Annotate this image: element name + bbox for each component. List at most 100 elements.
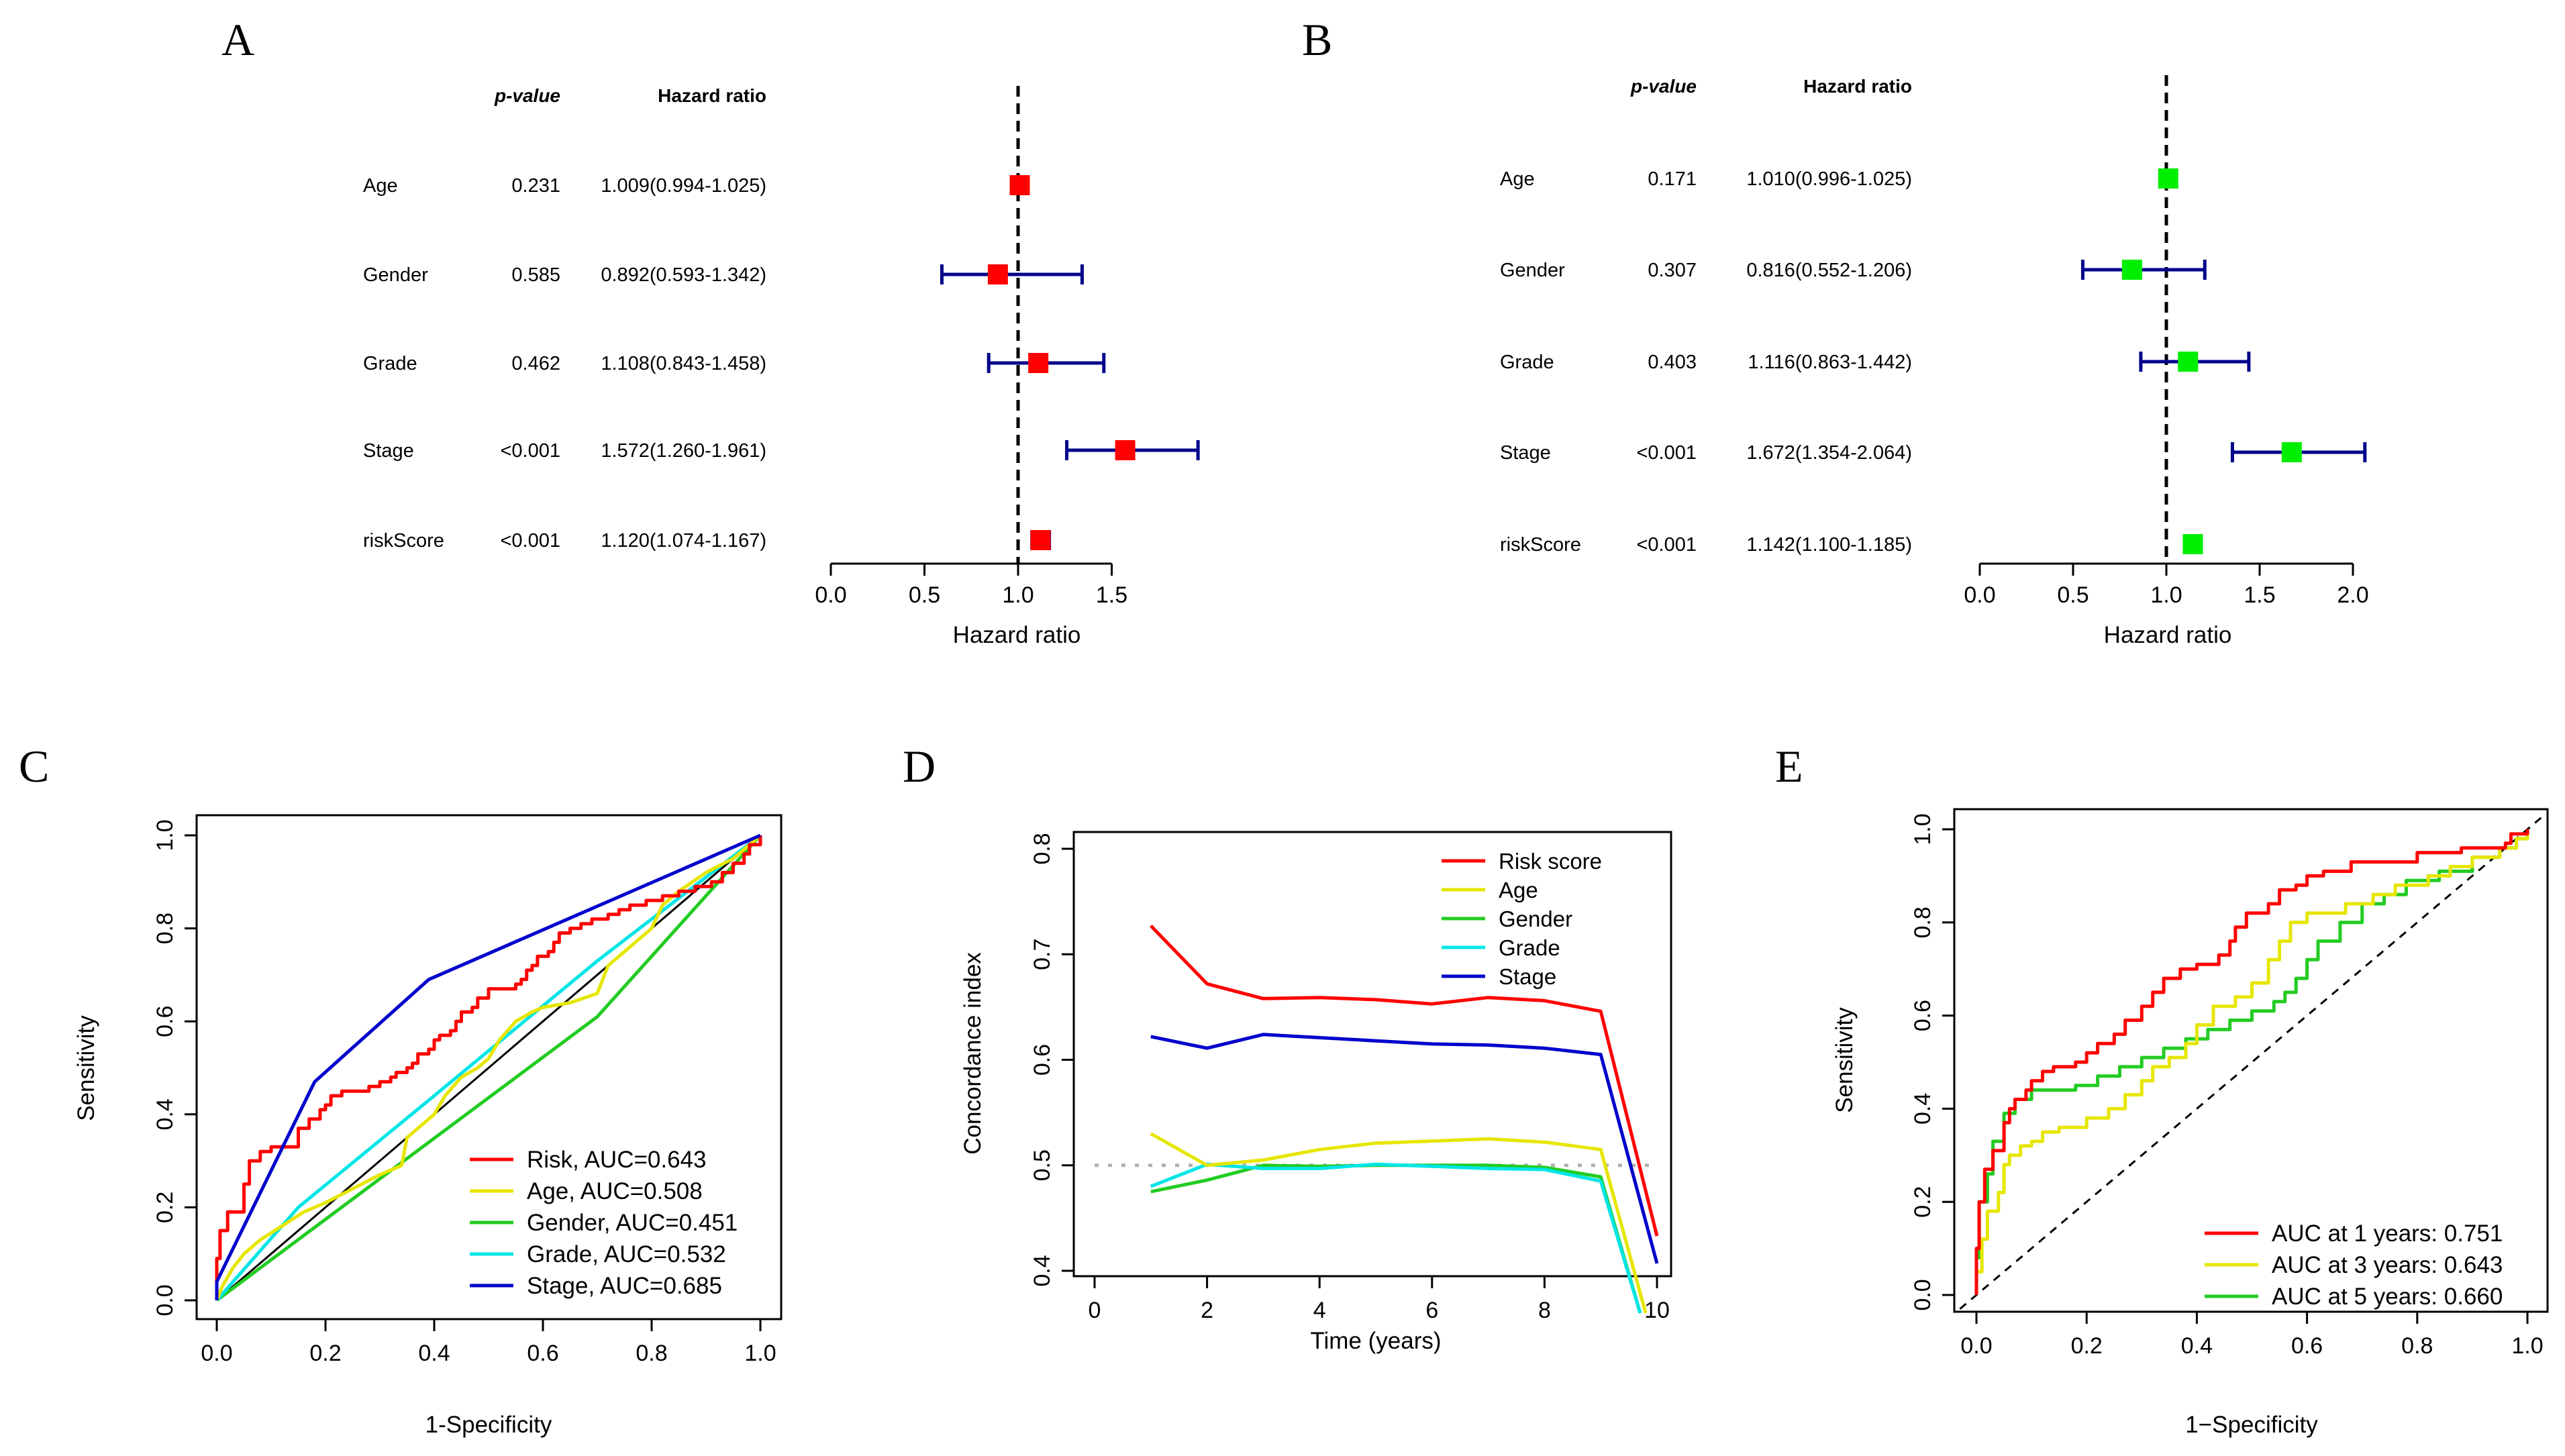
panel-label-e: E bbox=[1775, 741, 1803, 792]
series-line bbox=[215, 834, 762, 1302]
diagonal-reference-line bbox=[1959, 815, 2545, 1310]
series-line bbox=[1150, 1163, 1642, 1314]
roc-plot-c: 0.0 0.2 0.4 0.6 0.8 1.0 0.0 0.2 0.4 0.6 0.8 1.0 1-Sp… bbox=[73, 814, 783, 1438]
y-axis-label: Concordance index bbox=[960, 952, 986, 1155]
row-name: Stage bbox=[363, 440, 414, 462]
x-tick-label: 1.0 bbox=[1002, 582, 1034, 608]
series-line bbox=[1974, 829, 2529, 1295]
y-tick-label: 0.5 bbox=[1029, 1149, 1055, 1181]
row-name: Gender bbox=[363, 264, 428, 286]
row-p-value: <0.001 bbox=[1636, 442, 1697, 464]
x-tick-label: 2 bbox=[1201, 1298, 1213, 1323]
y-tick-label: 0.6 bbox=[1029, 1044, 1055, 1076]
hr-marker bbox=[2182, 534, 2203, 554]
x-tick-label: 2.0 bbox=[2337, 582, 2368, 608]
legend-entry: Gender bbox=[1499, 906, 1572, 931]
x-tick-label: 0.4 bbox=[418, 1341, 450, 1366]
series-line bbox=[1150, 1162, 1642, 1314]
x-tick-label: 0.0 bbox=[1964, 582, 1995, 608]
forest-plot-b: p-value Hazard ratio Age 0.171 1.010(0.996-1… bbox=[1500, 75, 2369, 648]
row-p-value: 0.307 bbox=[1648, 260, 1697, 281]
row-name: riskScore bbox=[363, 530, 444, 552]
panel-label-d: D bbox=[903, 741, 936, 792]
row-hazard-ratio: 1.142(1.100-1.185) bbox=[1746, 534, 1912, 556]
x-tick-label: 0 bbox=[1089, 1298, 1101, 1323]
hr-marker bbox=[1028, 353, 1049, 373]
y-tick-label: 0.8 bbox=[1910, 906, 1935, 938]
legend-entry: Grade bbox=[1499, 935, 1560, 960]
row-name: Grade bbox=[363, 353, 417, 374]
y-tick-label: 0.0 bbox=[152, 1284, 178, 1316]
row-name: riskScore bbox=[1500, 534, 1581, 556]
series-line bbox=[1974, 829, 2529, 1295]
legend-entry: AUC at 1 years: 0.751 bbox=[2272, 1220, 2503, 1247]
row-hazard-ratio: 1.120(1.074-1.167) bbox=[601, 530, 766, 552]
series-line bbox=[215, 833, 761, 1300]
y-tick-label: 0.4 bbox=[1910, 1093, 1935, 1125]
row-p-value: <0.001 bbox=[1636, 534, 1697, 556]
legend-entry: Grade, AUC=0.532 bbox=[527, 1241, 726, 1267]
x-tick-label: 6 bbox=[1425, 1298, 1438, 1323]
legend-entry: Stage bbox=[1499, 964, 1556, 989]
x-tick-label: 0.0 bbox=[1960, 1333, 1992, 1359]
hr-marker bbox=[2281, 442, 2302, 462]
x-tick-label: 1.5 bbox=[2244, 582, 2275, 608]
legend-entry: Risk score bbox=[1499, 849, 1602, 874]
x-tick-label: 0.0 bbox=[815, 582, 846, 608]
hr-marker bbox=[2158, 168, 2178, 189]
legend-entry: Gender, AUC=0.451 bbox=[527, 1210, 738, 1236]
x-tick-label: 1.0 bbox=[744, 1341, 776, 1366]
series-line bbox=[1150, 925, 1659, 1237]
row-p-value: <0.001 bbox=[500, 530, 560, 552]
row-p-value: <0.001 bbox=[500, 440, 560, 462]
x-tick-label: 0.2 bbox=[2071, 1333, 2103, 1359]
row-name: Stage bbox=[1500, 442, 1551, 464]
row-name: Gender bbox=[1500, 260, 1565, 281]
row-name: Grade bbox=[1500, 352, 1554, 373]
forest-plot-a: p-value Hazard ratio Age 0.231 1.009(0.994-1… bbox=[363, 85, 1200, 648]
series-line bbox=[1974, 829, 2529, 1295]
x-tick-label: 10 bbox=[1644, 1298, 1670, 1323]
plot-frame bbox=[1072, 831, 1672, 1278]
panel-label-a: A bbox=[221, 14, 254, 65]
y-tick-label: 0.4 bbox=[1029, 1255, 1055, 1286]
row-hazard-ratio: 1.010(0.996-1.025) bbox=[1746, 168, 1912, 190]
y-tick-label: 1.0 bbox=[152, 819, 178, 851]
row-hazard-ratio: 1.116(0.863-1.442) bbox=[1748, 352, 1912, 373]
x-axis-label: 1−Specificity bbox=[2185, 1412, 2318, 1438]
row-p-value: 0.585 bbox=[511, 264, 560, 286]
p-value-header: p-value bbox=[1630, 76, 1697, 97]
hr-marker bbox=[1115, 440, 1136, 460]
hr-marker bbox=[2178, 352, 2199, 372]
legend-entry: Risk, AUC=0.643 bbox=[527, 1147, 707, 1173]
legend-entry: Age bbox=[1499, 878, 1538, 902]
row-hazard-ratio: 0.816(0.552-1.206) bbox=[1746, 260, 1912, 281]
x-tick-label: 0.5 bbox=[909, 582, 940, 608]
y-tick-label: 0.8 bbox=[152, 913, 178, 944]
p-value-header: p-value bbox=[494, 85, 560, 106]
x-tick-label: 0.8 bbox=[636, 1341, 667, 1366]
y-tick-label: 0.0 bbox=[1910, 1279, 1935, 1310]
y-tick-label: 0.2 bbox=[152, 1192, 178, 1223]
x-tick-label: 4 bbox=[1313, 1298, 1326, 1323]
row-hazard-ratio: 1.572(1.260-1.961) bbox=[601, 440, 766, 462]
series-line bbox=[215, 835, 762, 1300]
diagonal-reference-line bbox=[216, 834, 761, 1302]
legend-entry: Age, AUC=0.508 bbox=[527, 1178, 703, 1204]
series-line bbox=[1150, 1132, 1648, 1314]
x-axis-label: 1-Specificity bbox=[425, 1412, 552, 1438]
row-name: Age bbox=[1500, 168, 1535, 190]
y-tick-label: 1.0 bbox=[1910, 813, 1935, 845]
y-axis-label: Sensitivity bbox=[1831, 1007, 1858, 1113]
x-tick-label: 1.0 bbox=[2150, 582, 2182, 608]
hr-marker bbox=[1009, 175, 1030, 195]
x-axis-label: Time (years) bbox=[1310, 1328, 1441, 1354]
panel-label-c: C bbox=[19, 741, 49, 792]
x-tick-label: 1.0 bbox=[2511, 1333, 2543, 1359]
x-axis-label: Hazard ratio bbox=[2104, 622, 2232, 648]
hr-marker bbox=[1030, 530, 1051, 550]
y-tick-label: 0.6 bbox=[152, 1006, 178, 1037]
x-tick-label: 0.0 bbox=[201, 1341, 232, 1366]
row-hazard-ratio: 1.009(0.994-1.025) bbox=[601, 175, 766, 197]
x-tick-label: 8 bbox=[1538, 1298, 1551, 1323]
